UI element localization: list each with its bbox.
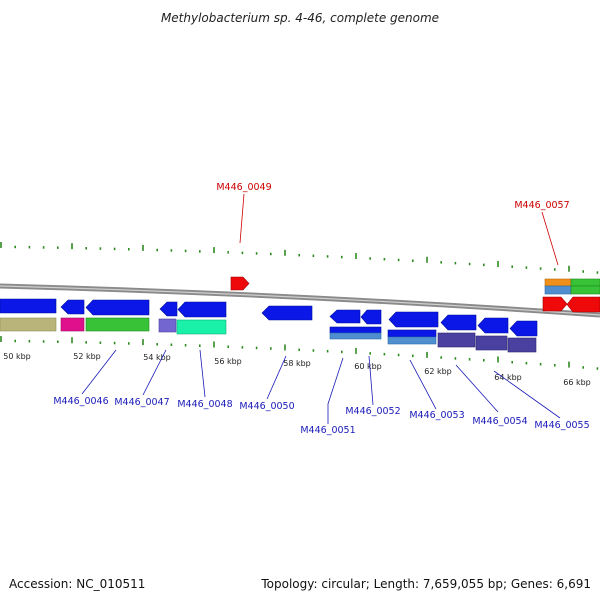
- gene-label-m446-0054[interactable]: M446_0054: [472, 416, 527, 427]
- gene-label-m446-0051[interactable]: M446_0051: [300, 425, 355, 436]
- gene-arrow-red[interactable]: [542, 296, 568, 312]
- callout-leader: [81, 349, 117, 395]
- gene-product-bar: [544, 285, 572, 295]
- kbp-label: 60 kbp: [354, 362, 382, 371]
- gene-arrow[interactable]: [329, 309, 361, 324]
- gene-arrow[interactable]: [159, 301, 178, 317]
- gene-product-bar: [158, 318, 177, 333]
- gene-product-bar: [176, 319, 227, 335]
- gene-arrow[interactable]: [0, 298, 57, 314]
- kbp-label: 58 kbp: [283, 359, 311, 368]
- gene-label-m446-0053[interactable]: M446_0053: [409, 410, 464, 421]
- callout-leaders: [81, 193, 561, 424]
- gene-arrow[interactable]: [85, 299, 150, 316]
- kbp-label: 52 kbp: [73, 352, 101, 361]
- callout-leader: [455, 364, 499, 413]
- kbp-label: 62 kbp: [424, 367, 452, 376]
- genome-title: Methylobacterium sp. 4-46, complete geno…: [161, 11, 439, 25]
- gene-arrow[interactable]: [360, 309, 382, 325]
- outer-tick-ring: [0, 242, 599, 274]
- kbp-label: 54 kbp: [143, 353, 171, 362]
- gene-product-bar: [437, 332, 476, 348]
- callout-leader: [541, 211, 559, 266]
- gene-label-m446-0057[interactable]: M446_0057: [514, 200, 569, 211]
- callout-leader: [266, 355, 287, 400]
- callout-leader: [493, 370, 561, 419]
- callout-leader: [368, 355, 374, 406]
- gene-arrow[interactable]: [440, 314, 477, 331]
- gene-arrow-red[interactable]: [566, 296, 600, 313]
- gene-product-bar: [85, 317, 150, 332]
- gene-product-bar: [60, 317, 85, 332]
- gene-arrow-red[interactable]: [230, 276, 250, 291]
- gene-label-m446-0047[interactable]: M446_0047: [114, 397, 169, 408]
- kbp-label: 50 kbp: [3, 352, 31, 361]
- genome-stats-text: Topology: circular; Length: 7,659,055 bp…: [261, 577, 591, 591]
- gene-product-bar: [387, 329, 437, 338]
- gene-label-m446-0046[interactable]: M446_0046: [53, 396, 108, 407]
- gene-product-bar: [0, 317, 57, 332]
- kbp-labels: 50 kbp 52 kbp 54 kbp 56 kbp 58 kbp 60 kb…: [3, 352, 591, 387]
- kbp-label: 66 kbp: [563, 378, 591, 387]
- gene-features: [0, 276, 600, 353]
- gene-product-bar: [507, 337, 537, 353]
- gene-product-bar: [475, 335, 508, 351]
- gene-label-m446-0049[interactable]: M446_0049: [216, 182, 271, 193]
- callout-leader: [409, 359, 437, 410]
- callout-leader: [239, 193, 245, 244]
- callout-leader: [199, 349, 206, 398]
- gene-product-bar: [387, 336, 437, 345]
- gene-product-bar: [329, 332, 382, 340]
- gene-arrow[interactable]: [261, 305, 313, 321]
- callout-leader: [327, 357, 344, 424]
- gene-callouts: M446_0046 M446_0047 M446_0048 M446_0049 …: [53, 182, 589, 436]
- accession-text: Accession: NC_010511: [9, 577, 146, 591]
- gene-arrow[interactable]: [477, 317, 509, 334]
- gene-product-bar: [544, 278, 572, 287]
- gene-arrow[interactable]: [60, 299, 85, 315]
- callout-leader: [142, 349, 167, 396]
- kbp-label: 56 kbp: [214, 357, 242, 366]
- inner-tick-ring: [0, 336, 599, 370]
- gene-arrow[interactable]: [177, 301, 227, 318]
- gene-arrow[interactable]: [388, 311, 439, 328]
- gene-product-bar: [329, 326, 382, 334]
- kbp-label: 64 kbp: [494, 373, 522, 382]
- gene-label-m446-0048[interactable]: M446_0048: [177, 399, 232, 410]
- gene-product-bar: [570, 278, 600, 287]
- gene-product-bar: [570, 285, 600, 295]
- gene-label-m446-0052[interactable]: M446_0052: [345, 406, 400, 417]
- gene-label-m446-0055[interactable]: M446_0055: [534, 420, 589, 431]
- gene-arrow[interactable]: [509, 320, 538, 337]
- gene-label-m446-0050[interactable]: M446_0050: [239, 401, 294, 412]
